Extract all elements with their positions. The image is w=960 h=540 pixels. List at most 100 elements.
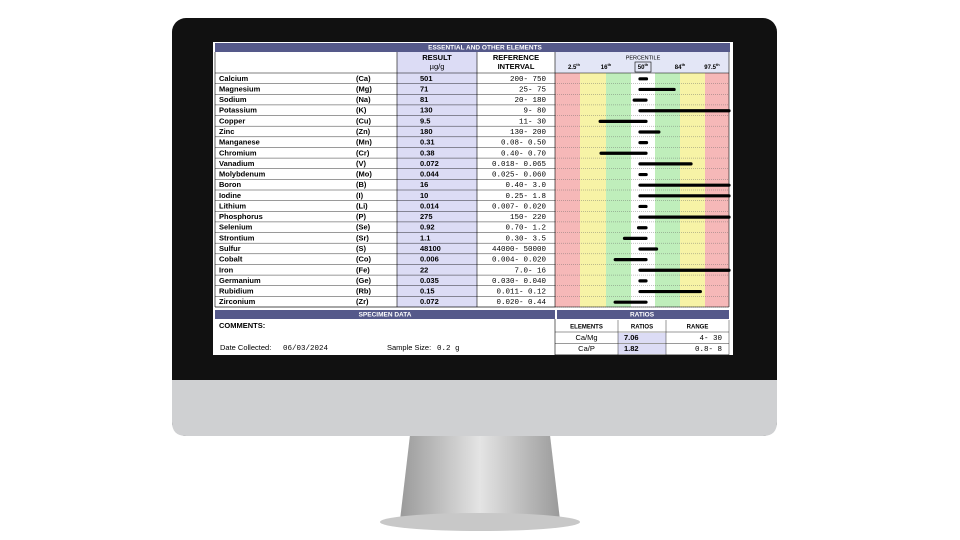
element-symbol: (B) xyxy=(356,180,367,189)
ratio-header: ELEMENTS xyxy=(570,325,603,331)
date: 06/03/2024 xyxy=(283,345,329,353)
ratio-bg xyxy=(618,344,666,354)
result-unit: µg/g xyxy=(430,62,445,71)
reference-interval: 25- 75 xyxy=(519,86,547,94)
ratio-value: 7.06 xyxy=(624,333,639,342)
reference-heading: INTERVAL xyxy=(498,62,535,71)
title-bar xyxy=(215,43,730,52)
reference-interval: 0.30- 3.5 xyxy=(505,235,546,243)
element-name: Iron xyxy=(219,265,234,274)
ratio-range: 0.8- 8 xyxy=(695,346,722,354)
ratio-header: RATIOS xyxy=(631,325,653,331)
percentile-band xyxy=(606,73,631,307)
element-name: Boron xyxy=(219,180,241,189)
result: 71 xyxy=(420,84,428,93)
result: 0.072 xyxy=(420,297,439,306)
ordinal-suffix: th xyxy=(681,62,685,67)
element-name: Copper xyxy=(219,116,245,125)
ordinal-suffix: th xyxy=(607,62,611,67)
reference-interval: 44000- 50000 xyxy=(492,246,547,254)
percentile-label: 2.5th xyxy=(568,62,581,71)
element-name: Magnesium xyxy=(219,84,261,93)
reference-interval: 9- 80 xyxy=(523,108,546,116)
element-name: Sulfur xyxy=(219,244,241,253)
ratio-elements: Ca/Mg xyxy=(575,333,597,342)
element-symbol: (K) xyxy=(356,106,367,115)
reference-interval: 11- 30 xyxy=(519,118,547,126)
reference-interval: 150- 220 xyxy=(510,214,547,222)
result: 81 xyxy=(420,95,428,104)
result: 16 xyxy=(420,180,428,189)
reference-interval: 0.40- 0.70 xyxy=(501,150,547,158)
result: 275 xyxy=(420,212,433,221)
result: 501 xyxy=(420,74,433,83)
element-name: Phosphorus xyxy=(219,212,263,221)
size-label: Sample Size: xyxy=(387,343,431,352)
ratios-title: RATIOS xyxy=(630,312,655,319)
element-name: Iodine xyxy=(219,191,241,200)
element-symbol: (Zn) xyxy=(356,127,371,136)
reference-interval: 0.40- 3.0 xyxy=(505,182,546,190)
reference-interval: 0.08- 0.50 xyxy=(501,140,547,148)
element-symbol: (V) xyxy=(356,159,367,168)
reference-interval: 20- 180 xyxy=(514,97,546,105)
result: 0.15 xyxy=(420,287,435,296)
reference-interval: 0.70- 1.2 xyxy=(505,225,546,233)
result: 1.1 xyxy=(420,233,430,242)
element-symbol: (Li) xyxy=(356,201,368,210)
element-name: Lithium xyxy=(219,201,246,210)
element-symbol: (Na) xyxy=(356,95,371,104)
element-name: Manganese xyxy=(219,138,260,147)
ratio-elements: Ca/P xyxy=(578,344,595,353)
ratio-value: 1.82 xyxy=(624,344,639,353)
element-name: Calcium xyxy=(219,74,249,83)
element-name: Cobalt xyxy=(219,255,243,264)
reference-interval: 0.011- 0.12 xyxy=(496,289,546,297)
element-name: Strontium xyxy=(219,233,255,242)
element-symbol: (Co) xyxy=(356,255,371,264)
result: 0.072 xyxy=(420,159,439,168)
percentile-label: 16th xyxy=(601,62,612,71)
element-symbol: (Cr) xyxy=(356,148,370,157)
reference-interval: 0.004- 0.020 xyxy=(492,257,547,265)
result: 130 xyxy=(420,106,433,115)
element-symbol: (Mn) xyxy=(356,138,372,147)
element-symbol: (P) xyxy=(356,212,367,221)
element-name: Vanadium xyxy=(219,159,255,168)
element-symbol: (Rb) xyxy=(356,287,371,296)
element-name: Germanium xyxy=(219,276,261,285)
stand-neck xyxy=(400,435,560,520)
specimen-bar xyxy=(215,310,555,319)
element-symbol: (I) xyxy=(356,191,364,200)
result: 0.014 xyxy=(420,201,440,210)
percentile-label: 84th xyxy=(675,62,686,71)
result: 10 xyxy=(420,191,428,200)
ordinal-suffix: th xyxy=(576,62,580,67)
element-symbol: (Ge) xyxy=(356,276,372,285)
ratio-bg xyxy=(618,333,666,343)
percentile-header-bg xyxy=(555,52,729,73)
reference-interval: 0.030- 0.040 xyxy=(492,278,547,286)
element-symbol: (Se) xyxy=(356,223,371,232)
reference-interval: 0.025- 0.060 xyxy=(492,172,547,180)
element-symbol: (S) xyxy=(356,244,367,253)
percentile-label: 97.5th xyxy=(704,62,720,71)
result: 48100 xyxy=(420,244,441,253)
element-name: Selenium xyxy=(219,223,253,232)
element-name: Zinc xyxy=(219,127,234,136)
reference-interval: 130- 200 xyxy=(510,129,547,137)
result: 0.044 xyxy=(420,170,440,179)
reference-interval: 0.25- 1.8 xyxy=(505,193,546,201)
element-symbol: (Cu) xyxy=(356,116,371,125)
ratio-range: 4- 30 xyxy=(699,335,722,343)
element-name: Molybdenum xyxy=(219,170,266,179)
result: 0.31 xyxy=(420,138,435,147)
element-symbol: (Mg) xyxy=(356,84,372,93)
reference-interval: 7.0- 16 xyxy=(514,267,546,275)
element-name: Chromium xyxy=(219,148,257,157)
element-symbol: (Mo) xyxy=(356,170,372,179)
percentile-value: 50 xyxy=(638,65,645,71)
result-heading: RESULT xyxy=(422,53,452,62)
